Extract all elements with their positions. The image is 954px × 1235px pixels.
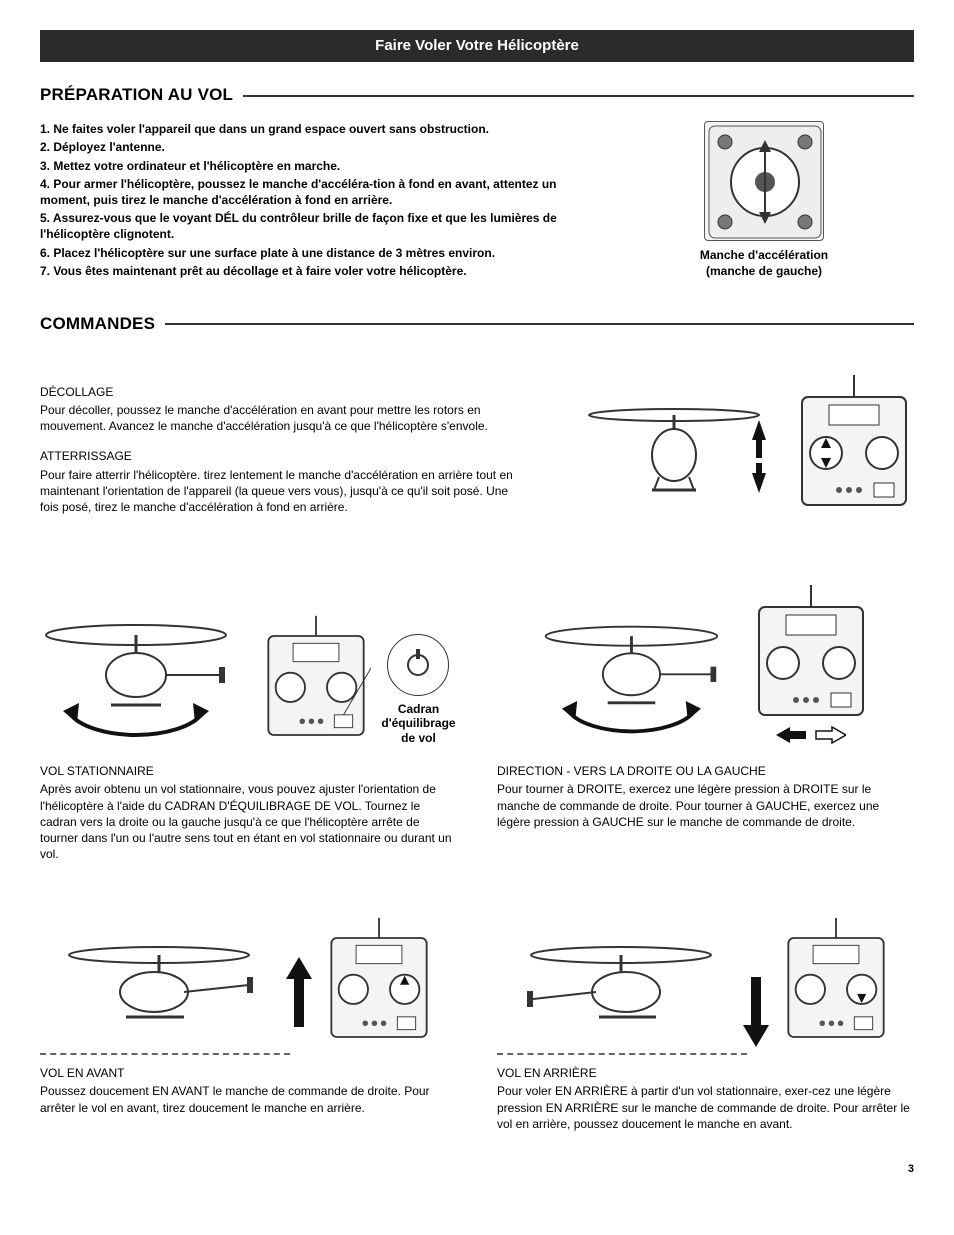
hover-figures: Cadran d'équilibrage de vol (40, 575, 457, 745)
page-number: 3 (40, 1162, 914, 1177)
remote-controller-icon (751, 585, 871, 725)
list-item: 6. Placez l'hélicoptère sur une surface … (40, 245, 584, 261)
takeoff-title: DÉCOLLAGE (40, 384, 524, 400)
up-arrow-icon (284, 957, 314, 1047)
backward-title: VOL EN ARRIÈRE (497, 1065, 914, 1081)
takeoff-landing-text: DÉCOLLAGE Pour décoller, poussez le manc… (40, 354, 554, 515)
prep-list-col: 1. Ne faites voler l'appareil que dans u… (40, 121, 614, 281)
takeoff-figures (554, 354, 914, 515)
throttle-caption-line1: Manche d'accélération (614, 247, 914, 263)
heading-rule (243, 95, 914, 97)
direction-title: DIRECTION - VERS LA DROITE OU LA GAUCHE (497, 763, 914, 779)
prep-row: 1. Ne faites voler l'appareil que dans u… (40, 121, 914, 281)
throttle-caption-line2: (manche de gauche) (614, 263, 914, 279)
title-bar: Faire Voler Votre Hélicoptère (40, 30, 914, 62)
remote-controller-icon (781, 917, 891, 1047)
hover-title: VOL STATIONNAIRE (40, 763, 457, 779)
list-item: 4. Pour armer l'hélicoptère, poussez le … (40, 176, 584, 208)
helicopter-side-forward-icon (64, 917, 274, 1047)
list-item: 7. Vous êtes maintenant prêt au décollag… (40, 263, 584, 279)
trim-dial-callout-icon (387, 634, 449, 696)
backward-body: Pour voler EN ARRIÈRE à partir d'un vol … (497, 1083, 914, 1132)
helicopter-rotate-icon (41, 575, 251, 745)
forward-body: Poussez doucement EN AVANT le manche de … (40, 1083, 457, 1115)
landing-title: ATTERRISSAGE (40, 448, 524, 464)
helicopter-rotate-icon (541, 575, 741, 745)
throttle-stick-icon (705, 122, 825, 242)
helicopter-side-backward-icon (521, 917, 731, 1047)
trim-callout-l2: d'équilibrage (381, 716, 455, 730)
list-item: 3. Mettez votre ordinateur et l'hélicopt… (40, 158, 584, 174)
direction-col: DIRECTION - VERS LA DROITE OU LA GAUCHE … (497, 575, 914, 862)
remote-controller-icon (261, 615, 371, 745)
forward-backward-row: VOL EN AVANT Poussez doucement EN AVANT … (40, 917, 914, 1132)
direction-body: Pour tourner à DROITE, exercez une légèr… (497, 781, 914, 830)
takeoff-body: Pour décoller, poussez le manche d'accél… (40, 402, 524, 434)
heading-text: COMMANDES (40, 313, 165, 336)
helicopter-front-icon (584, 365, 784, 515)
remote-controller-icon (324, 917, 434, 1047)
section-heading-preparation: PRÉPARATION AU VOL (40, 84, 914, 107)
forward-col: VOL EN AVANT Poussez doucement EN AVANT … (40, 917, 457, 1132)
prep-list: 1. Ne faites voler l'appareil que dans u… (40, 121, 584, 279)
backward-figures (497, 917, 914, 1047)
hover-direction-row: Cadran d'équilibrage de vol VOL STATIONN… (40, 575, 914, 862)
landing-body: Pour faire atterrir l'hélicoptère. tirez… (40, 467, 524, 516)
direction-figures (497, 575, 914, 745)
section-heading-commandes: COMMANDES (40, 313, 914, 336)
trim-callout-l1: Cadran (398, 702, 439, 716)
trim-callout-l3: de vol (401, 731, 436, 745)
down-arrow-icon (741, 957, 771, 1047)
backward-col: VOL EN ARRIÈRE Pour voler EN ARRIÈRE à p… (497, 917, 914, 1132)
heading-rule (165, 323, 914, 325)
remote-controller-icon (794, 375, 914, 515)
dashed-divider (40, 1053, 290, 1055)
dashed-divider (497, 1053, 747, 1055)
hover-body: Après avoir obtenu un vol stationnaire, … (40, 781, 457, 862)
throttle-stick-figure (704, 121, 824, 241)
hover-col: Cadran d'équilibrage de vol VOL STATIONN… (40, 575, 457, 862)
heading-text: PRÉPARATION AU VOL (40, 84, 243, 107)
left-right-arrows-icon (776, 725, 846, 745)
list-item: 5. Assurez-vous que le voyant DÉL du con… (40, 210, 584, 242)
takeoff-landing-row: DÉCOLLAGE Pour décoller, poussez le manc… (40, 354, 914, 515)
throttle-figure-block: Manche d'accélération (manche de gauche) (614, 121, 914, 281)
list-item: 1. Ne faites voler l'appareil que dans u… (40, 121, 584, 137)
list-item: 2. Déployez l'antenne. (40, 139, 584, 155)
forward-figures (40, 917, 457, 1047)
forward-title: VOL EN AVANT (40, 1065, 457, 1081)
